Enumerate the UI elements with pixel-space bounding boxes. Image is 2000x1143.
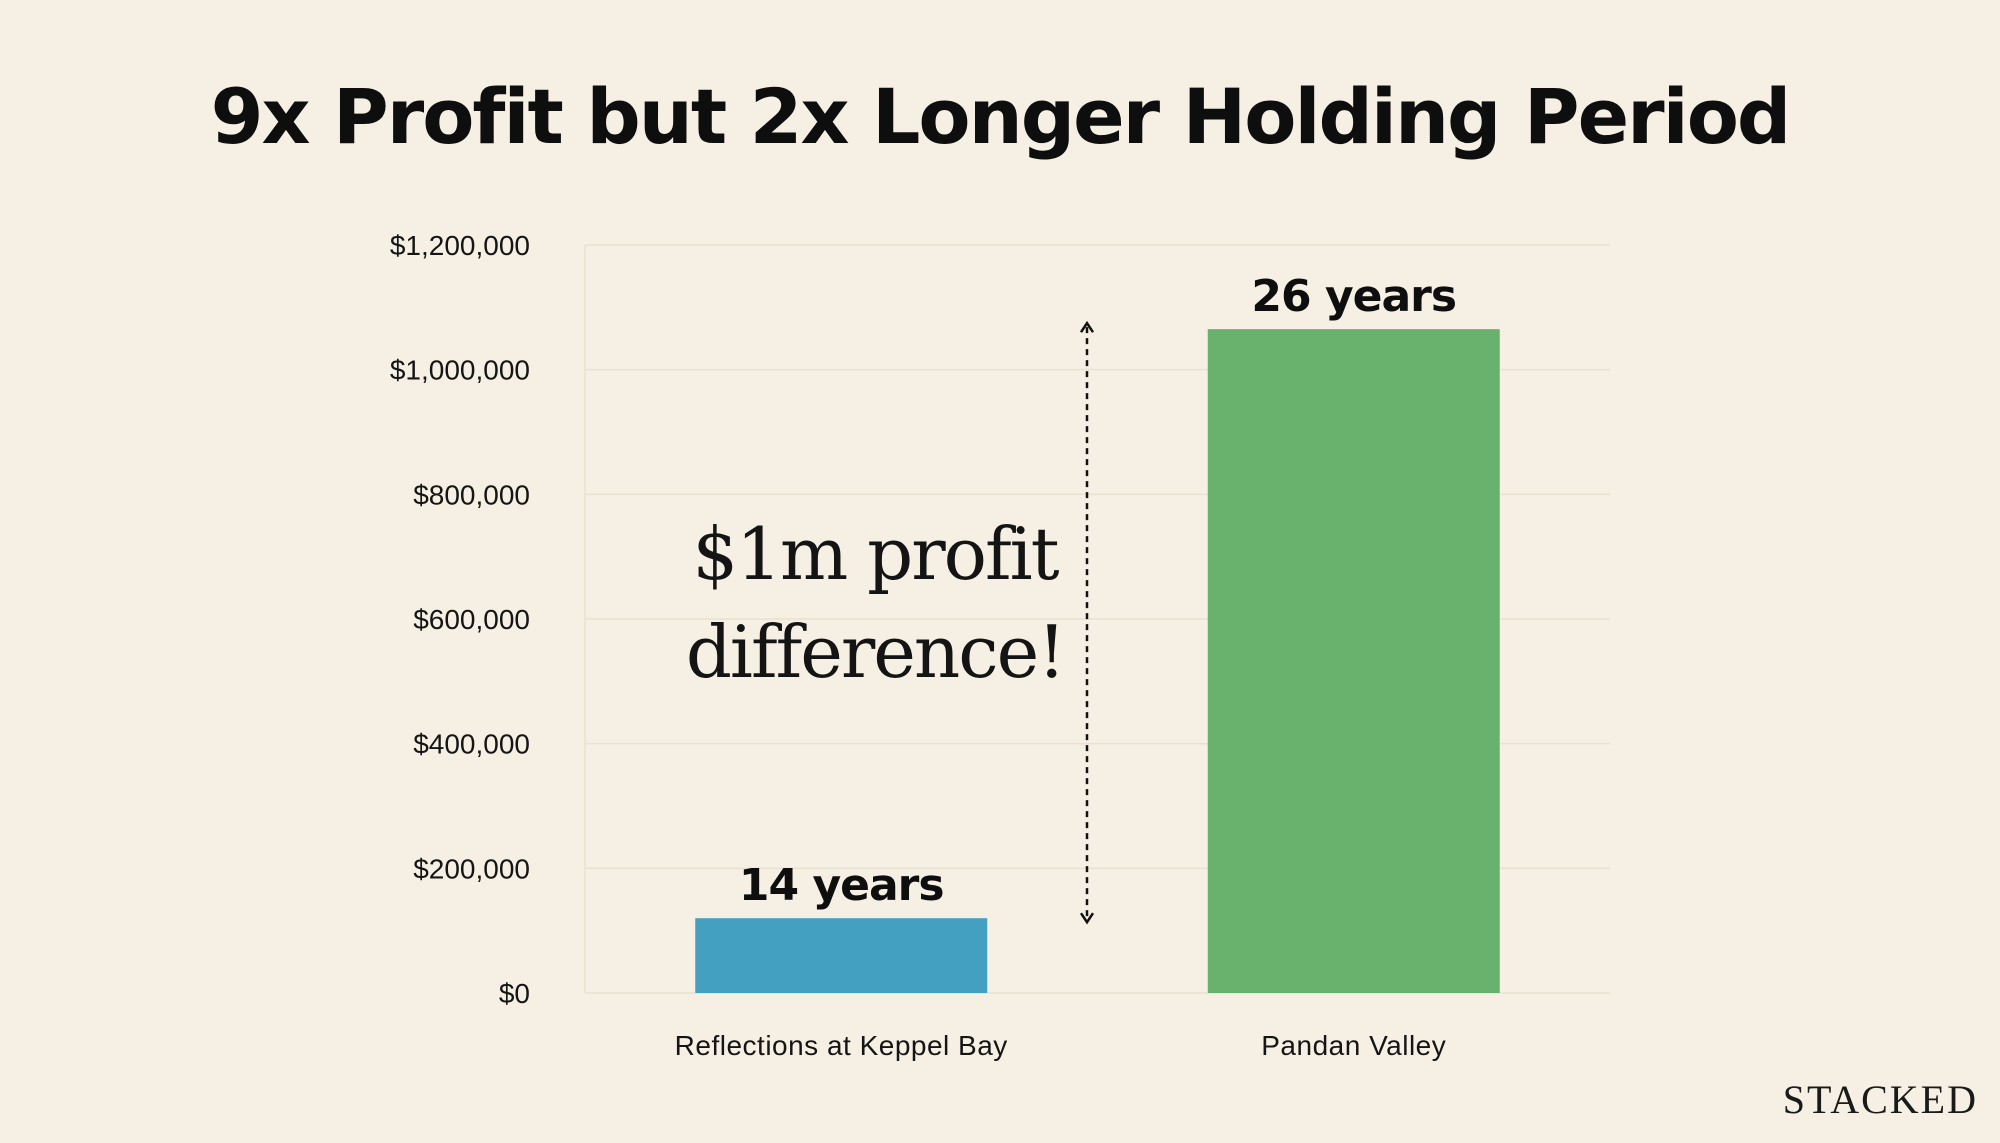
profit-difference-annotation: $1m profit difference!: [640, 505, 1110, 701]
bar-data-label: 26 years: [1251, 271, 1456, 322]
y-tick-label: $1,000,000: [390, 355, 530, 386]
arrow-head-down: [1079, 912, 1095, 925]
y-tick-label: $200,000: [413, 853, 530, 884]
x-tick-label: Pandan Valley: [1261, 1030, 1446, 1061]
bar: [695, 918, 988, 993]
y-tick-label: $0: [499, 978, 530, 1009]
y-tick-label: $800,000: [413, 479, 530, 510]
x-tick-label: Reflections at Keppel Bay: [675, 1030, 1008, 1061]
annotation-line-1: $1m profit: [692, 512, 1059, 596]
y-tick-label: $600,000: [413, 604, 530, 635]
y-tick-label: $1,200,000: [390, 230, 530, 261]
y-tick-label: $400,000: [413, 729, 530, 760]
arrow-head-up: [1079, 320, 1095, 333]
stacked-logo: STACKED: [1782, 1077, 1978, 1122]
bar-data-label: 14 years: [739, 860, 944, 911]
chart-title: 9x Profit but 2x Longer Holding Period: [210, 72, 1792, 161]
bar: [1207, 329, 1500, 993]
annotation-line-2: difference!: [685, 610, 1066, 694]
